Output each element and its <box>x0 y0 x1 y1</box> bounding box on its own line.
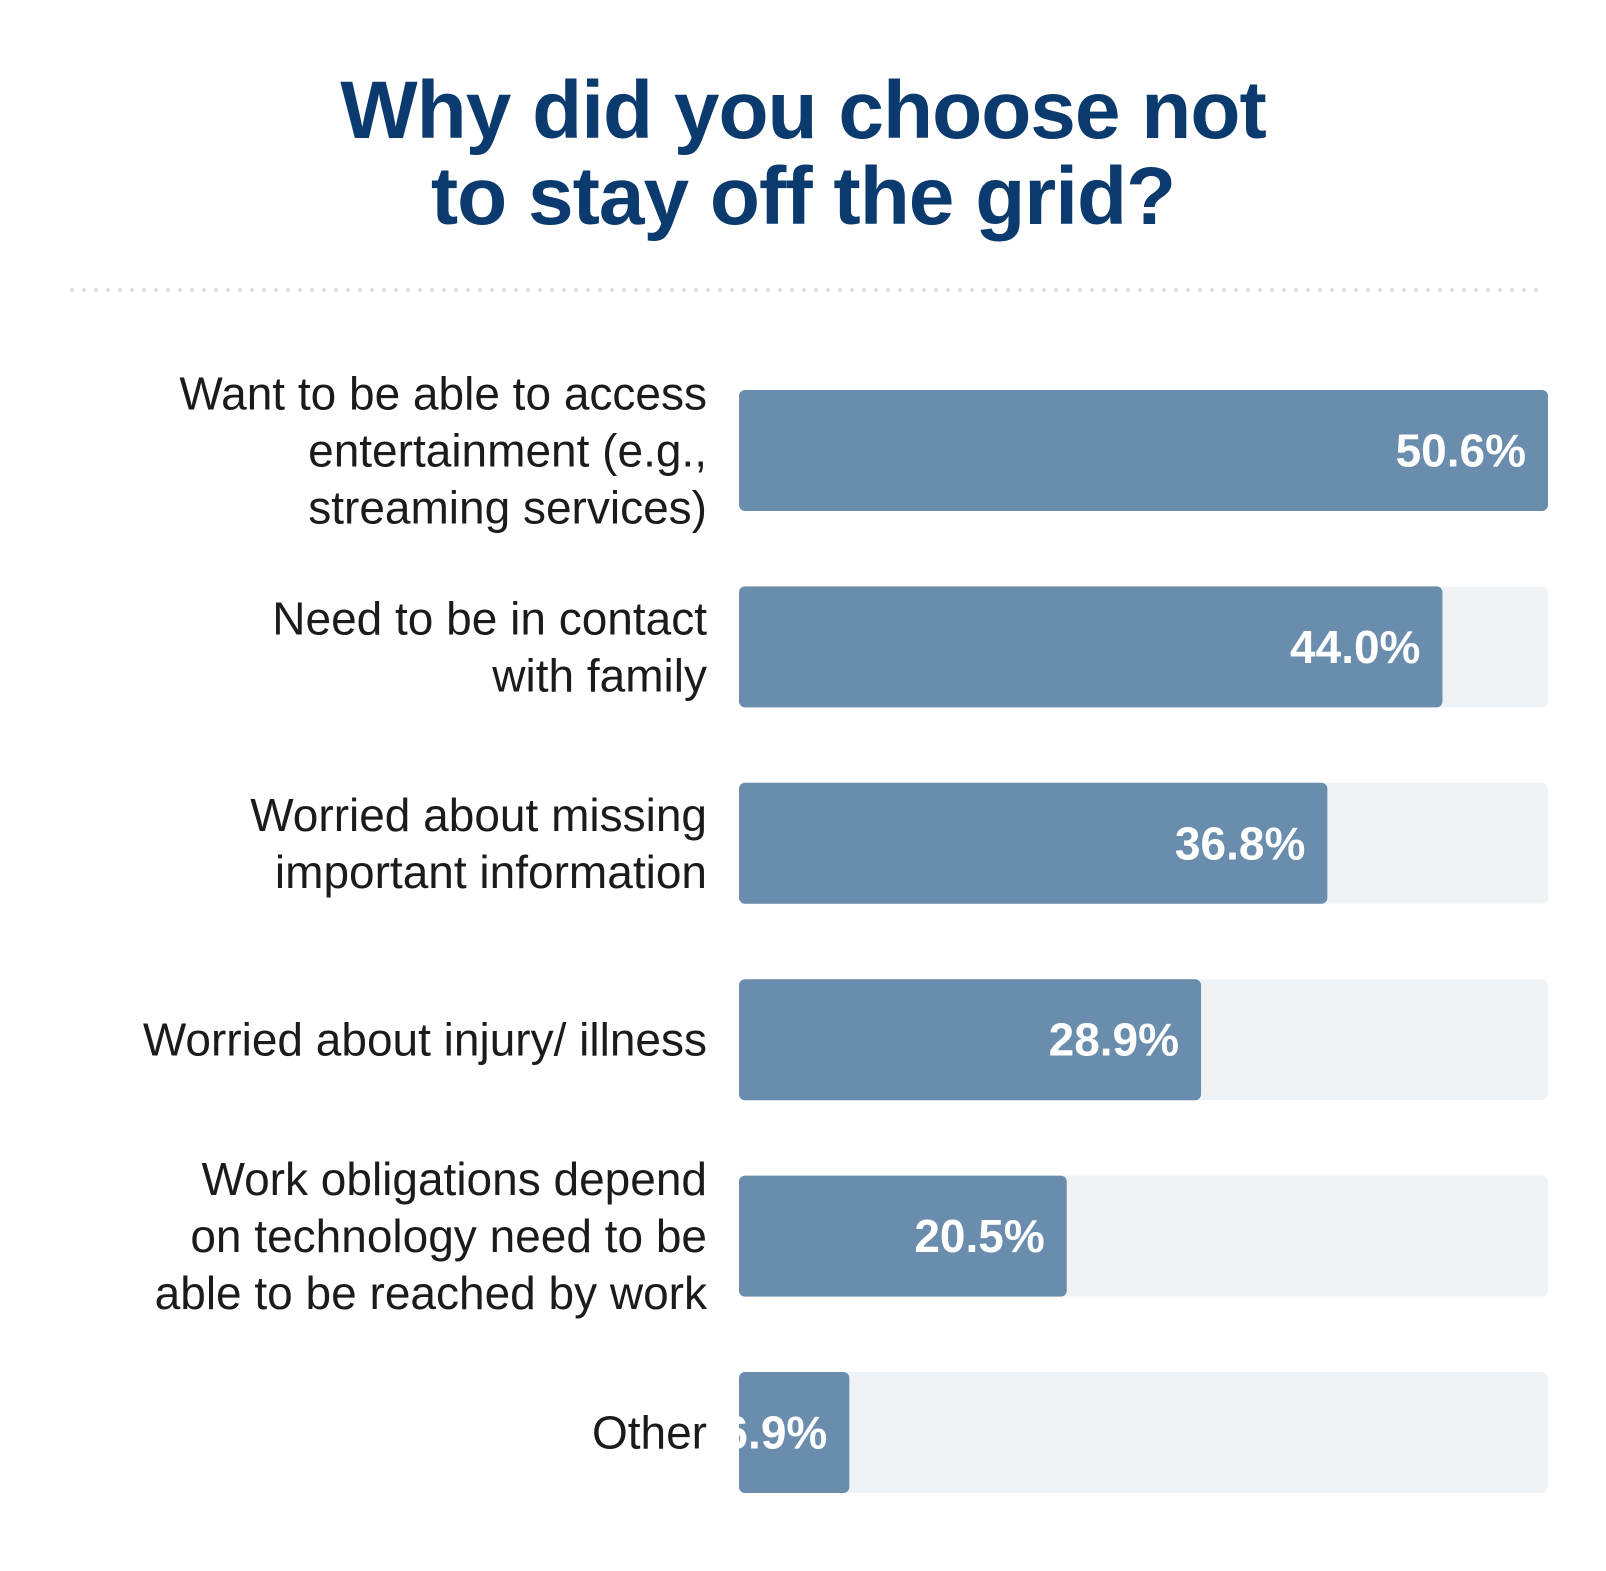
bar <box>739 586 1443 708</box>
category-label: Want to be able to access <box>179 368 707 420</box>
category-label: with family <box>491 649 707 701</box>
chart-title-line: to stay off the grid? <box>430 151 1176 242</box>
category-label: Work obligations depend <box>202 1153 707 1205</box>
bar <box>739 1175 1067 1297</box>
bar <box>739 390 1548 511</box>
value-label: 28.9% <box>1049 1014 1179 1066</box>
bar <box>739 1372 850 1493</box>
category-label: Worried about injury/ illness <box>143 1014 707 1066</box>
bar-track <box>739 1372 1548 1493</box>
value-label: 44.0% <box>1290 621 1420 673</box>
category-label: streaming services) <box>308 482 707 534</box>
category-label: important information <box>275 846 707 898</box>
value-label: 20.5% <box>914 1210 1044 1262</box>
bar <box>739 782 1328 904</box>
bar <box>739 979 1202 1101</box>
value-label: 50.6% <box>1396 425 1526 477</box>
category-label: Worried about missing <box>250 789 707 841</box>
category-label: on technology need to be <box>190 1210 707 1262</box>
chart-title-line: Why did you choose not <box>340 65 1267 156</box>
chart-title: Why did you choose not to stay off the g… <box>0 68 1606 240</box>
category-label: Other <box>592 1407 707 1459</box>
category-label: able to be reached by work <box>155 1267 708 1319</box>
value-label: 36.8% <box>1175 817 1305 869</box>
category-label: Need to be in contact <box>272 592 707 644</box>
value-label: 6.9% <box>722 1407 827 1459</box>
category-label: entertainment (e.g., <box>308 425 707 477</box>
